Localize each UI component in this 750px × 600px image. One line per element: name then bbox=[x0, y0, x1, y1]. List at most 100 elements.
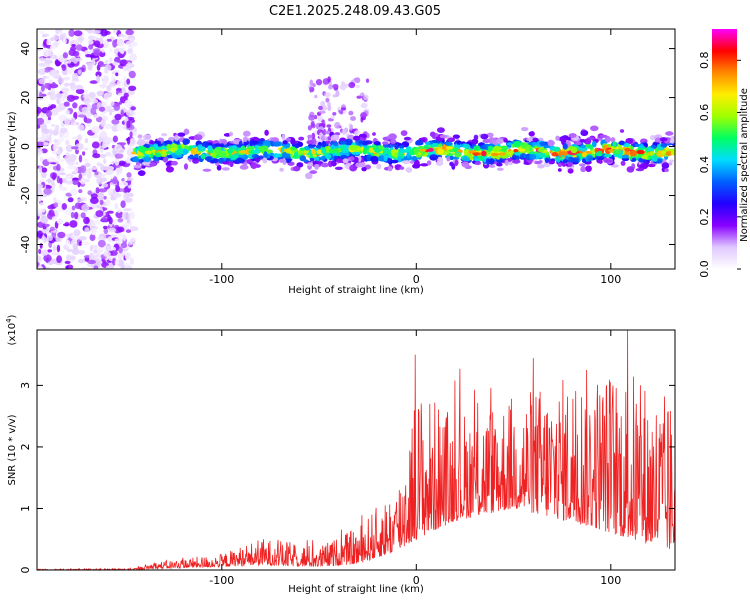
noise-blob bbox=[126, 78, 131, 85]
noise-blob bbox=[111, 119, 120, 125]
noise-blob bbox=[43, 188, 52, 195]
burst-blob bbox=[325, 97, 330, 103]
signal-blob bbox=[373, 141, 381, 146]
noise-blob bbox=[84, 162, 91, 168]
signal-blob bbox=[362, 147, 368, 155]
noise-blob bbox=[38, 62, 46, 67]
signal-blob bbox=[325, 130, 331, 135]
signal-blob bbox=[526, 138, 534, 142]
signal-blob bbox=[611, 164, 619, 168]
signal-blob bbox=[376, 163, 382, 170]
signal-blob bbox=[248, 150, 254, 154]
signal-blob bbox=[635, 168, 645, 172]
noise-blob bbox=[67, 165, 77, 170]
noise-blob bbox=[75, 88, 85, 95]
noise-blob bbox=[98, 173, 106, 177]
signal-blob bbox=[664, 147, 669, 151]
noise-blob bbox=[70, 84, 76, 91]
noise-blob bbox=[109, 250, 118, 256]
noise-blob bbox=[73, 211, 79, 220]
noise-blob bbox=[81, 241, 90, 246]
noise-blob bbox=[69, 154, 77, 162]
signal-blob bbox=[355, 162, 364, 168]
noise-blob bbox=[56, 163, 61, 171]
noise-blob bbox=[72, 72, 79, 81]
y-tick-label: 20 bbox=[19, 91, 32, 105]
noise-blob bbox=[48, 209, 55, 217]
noise-blob bbox=[94, 171, 99, 176]
noise-blob bbox=[72, 243, 78, 251]
y-tick-label: 1 bbox=[19, 505, 32, 512]
signal-blob bbox=[472, 152, 481, 156]
noise-blob bbox=[44, 69, 50, 73]
noise-blob bbox=[80, 212, 86, 219]
burst-blob bbox=[321, 101, 326, 107]
signal-blob bbox=[524, 146, 530, 151]
burst-blob bbox=[315, 79, 323, 86]
signal-blob bbox=[612, 149, 621, 155]
x-tick-label: 0 bbox=[413, 273, 420, 286]
noise-blob bbox=[115, 211, 124, 219]
signal-blob bbox=[361, 166, 367, 172]
signal-blob bbox=[504, 159, 509, 166]
signal-blob bbox=[190, 147, 198, 155]
signal-blob bbox=[619, 129, 625, 133]
signal-blob bbox=[182, 138, 190, 145]
noise-blob bbox=[37, 230, 43, 239]
noise-blob bbox=[78, 154, 83, 163]
noise-blob bbox=[37, 197, 42, 202]
signal-blob bbox=[454, 159, 459, 166]
noise-blob bbox=[57, 77, 65, 84]
noise-blob bbox=[42, 249, 49, 256]
signal-blob bbox=[452, 134, 460, 139]
noise-blob bbox=[104, 59, 109, 65]
signal-blob bbox=[413, 147, 420, 155]
noise-blob bbox=[87, 39, 94, 45]
noise-blob bbox=[72, 102, 78, 109]
signal-blob bbox=[309, 157, 315, 162]
burst-blob bbox=[327, 105, 332, 111]
signal-blob bbox=[361, 140, 369, 146]
signal-blob bbox=[599, 134, 608, 138]
noise-blob bbox=[37, 137, 46, 141]
noise-blob bbox=[63, 82, 70, 87]
signal-blob bbox=[454, 152, 462, 158]
noise-blob bbox=[90, 227, 97, 236]
signal-blob bbox=[335, 158, 342, 162]
signal-blob bbox=[299, 155, 306, 162]
signal-blob bbox=[166, 151, 171, 155]
signal-blob bbox=[423, 144, 430, 150]
noise-blob bbox=[55, 160, 60, 164]
signal-blob bbox=[228, 146, 233, 154]
burst-blob bbox=[363, 94, 369, 101]
signal-blob bbox=[166, 143, 172, 151]
noise-blob bbox=[109, 82, 117, 86]
signal-blob bbox=[624, 147, 631, 152]
signal-blob bbox=[243, 136, 248, 143]
noise-blob bbox=[75, 161, 79, 166]
noise-blob bbox=[37, 255, 42, 262]
noise-blob bbox=[129, 257, 134, 265]
noise-blob bbox=[81, 106, 89, 114]
signal-blob bbox=[439, 134, 448, 139]
signal-blob bbox=[165, 166, 174, 173]
colorbar-gradient bbox=[712, 29, 737, 269]
noise-blob bbox=[100, 153, 107, 159]
noise-blob bbox=[37, 106, 42, 114]
noise-blob bbox=[103, 251, 111, 257]
burst-blob bbox=[314, 114, 318, 120]
noise-blob bbox=[106, 38, 112, 42]
noise-blob bbox=[65, 180, 73, 185]
signal-blob bbox=[259, 140, 264, 144]
signal-blob bbox=[329, 148, 335, 154]
signal-blob bbox=[235, 157, 244, 163]
noise-blob bbox=[114, 238, 123, 243]
noise-blob bbox=[100, 112, 106, 118]
signal-blob bbox=[164, 140, 173, 145]
burst-blob bbox=[349, 124, 353, 131]
noise-blob bbox=[121, 178, 125, 182]
noise-blob bbox=[126, 217, 131, 224]
signal-blob bbox=[506, 142, 513, 146]
signal-blob bbox=[297, 141, 304, 147]
signal-blob bbox=[436, 127, 445, 133]
